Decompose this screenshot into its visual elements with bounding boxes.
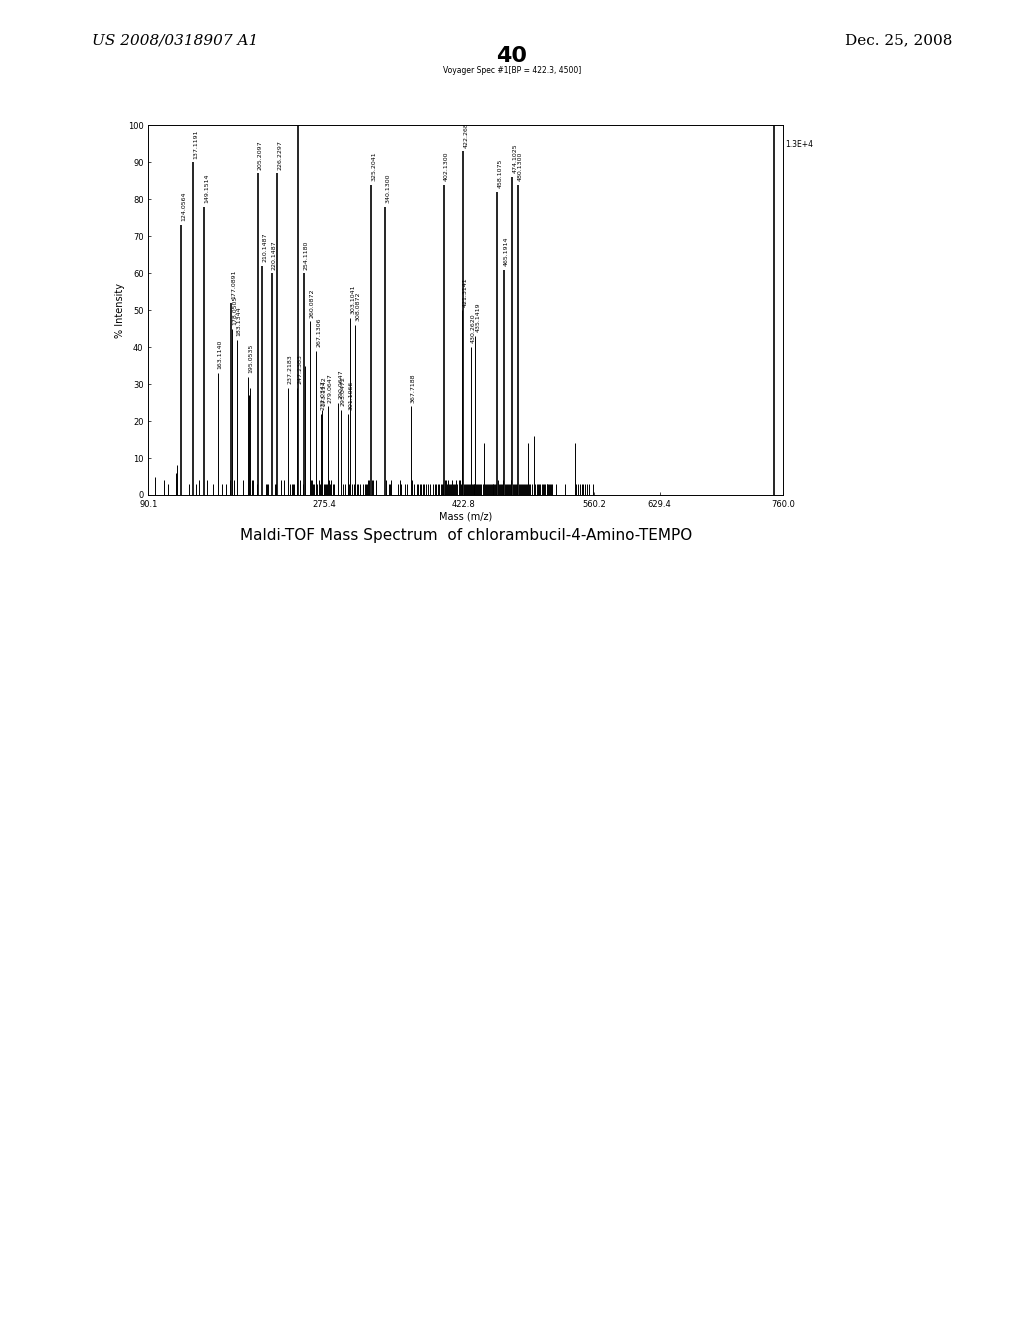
Text: Maldi-TOF Mass Spectrum  of chlorambucil-4-Amino-TEMPO: Maldi-TOF Mass Spectrum of chlorambucil-… — [240, 528, 692, 543]
Text: 195.0535: 195.0535 — [248, 343, 253, 374]
Text: 137.1191: 137.1191 — [193, 129, 198, 158]
X-axis label: Mass (m/z): Mass (m/z) — [439, 512, 493, 521]
Text: 325.2041: 325.2041 — [371, 152, 376, 181]
Text: 237.2183: 237.2183 — [288, 354, 293, 384]
Text: 149.1514: 149.1514 — [205, 173, 210, 203]
Text: 220.1487: 220.1487 — [271, 240, 276, 269]
Text: 435.1419: 435.1419 — [475, 302, 480, 333]
Text: 205.2097: 205.2097 — [258, 140, 262, 170]
Text: 163.1140: 163.1140 — [218, 341, 222, 370]
Y-axis label: % Intensity: % Intensity — [115, 282, 125, 338]
Text: US 2008/0318907 A1: US 2008/0318907 A1 — [92, 33, 258, 48]
Text: 260.0872: 260.0872 — [309, 288, 314, 318]
Text: 210.1487: 210.1487 — [262, 232, 267, 263]
Text: 367.7188: 367.7188 — [411, 374, 416, 403]
Text: 272.0347: 272.0347 — [321, 380, 326, 411]
Text: 178.0505: 178.0505 — [231, 296, 237, 325]
Text: 279.0647: 279.0647 — [328, 372, 333, 403]
Text: 308.0872: 308.0872 — [355, 292, 360, 321]
Text: 293.0472: 293.0472 — [341, 376, 346, 407]
Text: 303.1041: 303.1041 — [350, 284, 355, 314]
Text: 177.0891: 177.0891 — [231, 269, 236, 300]
Text: 340.1300: 340.1300 — [385, 173, 390, 203]
Text: Voyager Spec #1[BP = 422.3, 4500]: Voyager Spec #1[BP = 422.3, 4500] — [442, 66, 582, 75]
Text: 1.3E+4: 1.3E+4 — [785, 140, 813, 149]
Text: 226.2297: 226.2297 — [278, 140, 283, 170]
Text: 458.1075: 458.1075 — [498, 158, 502, 189]
Text: 301.1066: 301.1066 — [348, 380, 353, 411]
Text: 402.1300: 402.1300 — [444, 152, 450, 181]
Text: 248.1024: 248.1024 — [298, 92, 303, 121]
Text: 430.2620: 430.2620 — [471, 314, 476, 343]
Text: 290.0647: 290.0647 — [338, 370, 343, 399]
Text: 40: 40 — [497, 46, 527, 66]
Text: 421.3141: 421.3141 — [463, 277, 467, 306]
Text: 267.1306: 267.1306 — [316, 318, 322, 347]
Text: 183.1344: 183.1344 — [237, 306, 242, 337]
Text: 465.1914: 465.1914 — [504, 236, 509, 265]
Text: 422.2684: 422.2684 — [463, 117, 468, 148]
Text: 480.1300: 480.1300 — [518, 152, 523, 181]
Text: 254.1180: 254.1180 — [304, 240, 309, 269]
Text: 247.2383: 247.2383 — [297, 354, 302, 384]
Text: 474.1025: 474.1025 — [512, 144, 517, 173]
Text: 273.1142: 273.1142 — [322, 376, 327, 407]
Text: Dec. 25, 2008: Dec. 25, 2008 — [845, 33, 952, 48]
Text: 124.0564: 124.0564 — [181, 191, 186, 222]
